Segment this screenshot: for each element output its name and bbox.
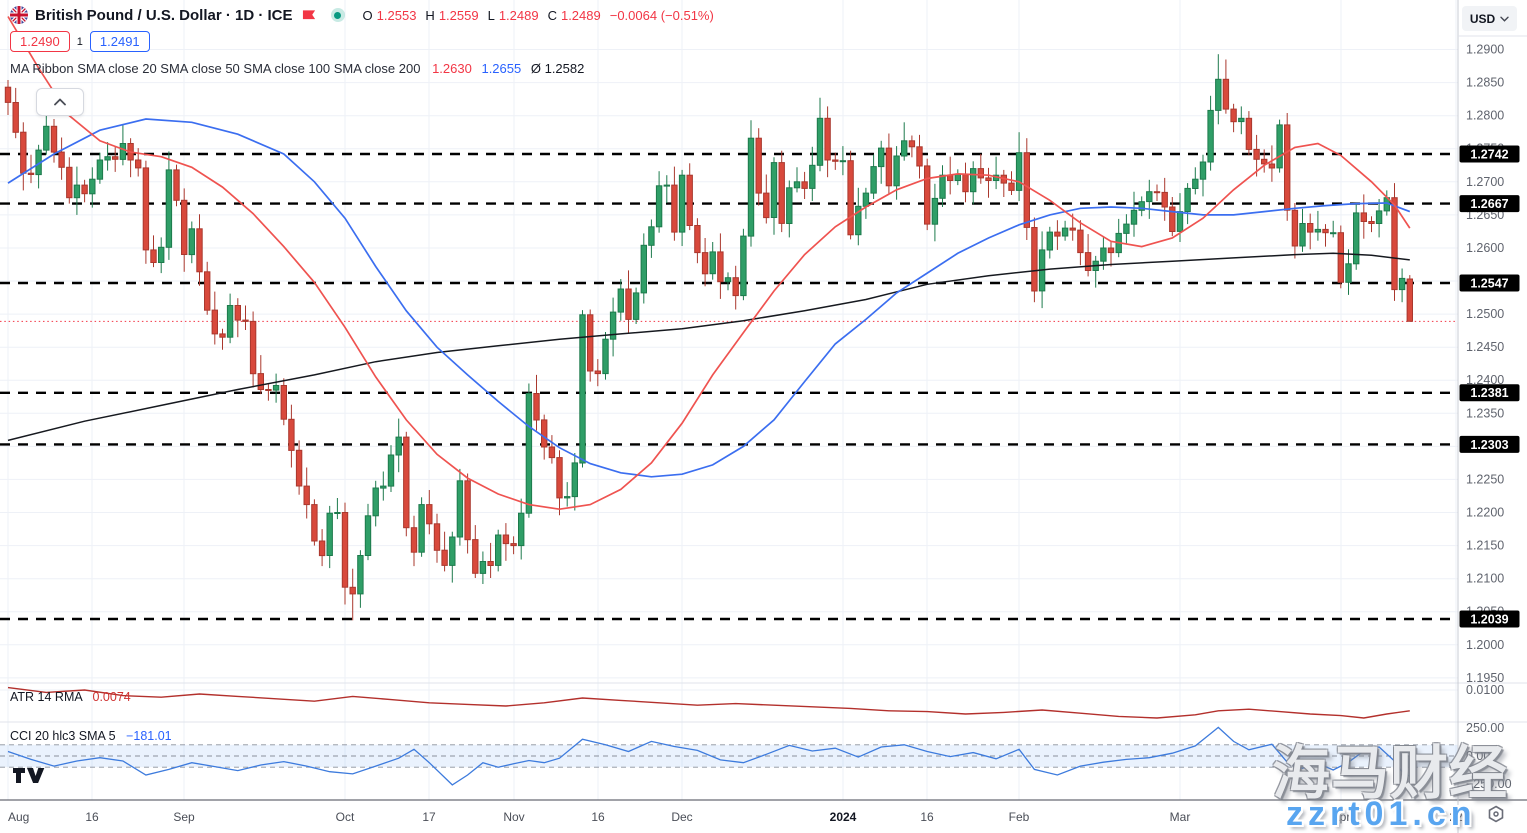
svg-text:1.2303: 1.2303 bbox=[1470, 438, 1508, 452]
cci-value: −181.01 bbox=[126, 729, 172, 743]
svg-text:Mar: Mar bbox=[1170, 810, 1191, 824]
close-label: C bbox=[547, 7, 557, 23]
high-label: H bbox=[425, 7, 435, 23]
cci-line bbox=[7, 726, 1411, 786]
svg-text:16: 16 bbox=[591, 810, 605, 824]
ma-fast-line bbox=[7, 16, 1411, 511]
close-value: 1.2489 bbox=[560, 7, 601, 23]
svg-text:1.2381: 1.2381 bbox=[1470, 386, 1508, 400]
svg-text:16: 16 bbox=[920, 810, 934, 824]
cci-label-text: CCI 20 hlc3 SMA 5 bbox=[10, 729, 116, 743]
svg-text:1.2850: 1.2850 bbox=[1466, 76, 1504, 90]
svg-text:1.1950: 1.1950 bbox=[1466, 671, 1504, 685]
svg-text:1.2250: 1.2250 bbox=[1466, 472, 1504, 486]
svg-text:−250.00: −250.00 bbox=[1466, 777, 1512, 791]
support-resistance-lines bbox=[0, 152, 1458, 621]
high-value: 1.2559 bbox=[438, 7, 479, 23]
cci-pane bbox=[0, 744, 1458, 768]
svg-text:1.2500: 1.2500 bbox=[1466, 307, 1504, 321]
chevron-down-icon bbox=[1500, 16, 1509, 22]
price-scale[interactable]: 0.0100 250.00 0.00 −250.00 bbox=[1457, 0, 1527, 833]
svg-text:1.2742: 1.2742 bbox=[1470, 147, 1508, 161]
ma-avg-value: Ø 1.2582 bbox=[530, 61, 585, 76]
svg-text:1.2350: 1.2350 bbox=[1466, 406, 1504, 420]
svg-text:Sep: Sep bbox=[173, 810, 195, 824]
low-label: L bbox=[487, 7, 495, 23]
open-label: O bbox=[362, 7, 373, 23]
svg-text:1.2900: 1.2900 bbox=[1466, 43, 1504, 57]
price-axis-labels: 1.19501.20001.20501.21001.21501.22001.22… bbox=[1466, 43, 1504, 685]
ma-ribbon-legend[interactable]: MA Ribbon SMA close 20 SMA close 50 SMA … bbox=[10, 61, 719, 76]
svg-text:1.2450: 1.2450 bbox=[1466, 340, 1504, 354]
svg-text:Dec: Dec bbox=[671, 810, 692, 824]
ma-fast-value: 1.2630 bbox=[432, 61, 472, 76]
svg-text:17: 17 bbox=[422, 810, 436, 824]
svg-text:Oct: Oct bbox=[336, 810, 355, 824]
atr-line bbox=[7, 686, 1410, 719]
svg-text:Aug: Aug bbox=[8, 810, 29, 824]
ma-avg-line bbox=[7, 252, 1410, 442]
low-value: 1.2489 bbox=[498, 7, 539, 23]
atr-legend[interactable]: ATR 14 RMA 0.0074 bbox=[10, 690, 131, 704]
svg-text:0.00: 0.00 bbox=[1466, 749, 1490, 763]
currency-dropdown[interactable]: USD bbox=[1462, 6, 1517, 31]
market-status-icon[interactable] bbox=[330, 8, 345, 22]
time-scale[interactable]: Aug 16 Sep Oct 17 Nov 16 Dec 2024 16 Feb Mar Apr 22 bbox=[8, 810, 1463, 824]
pane-separators bbox=[0, 682, 1527, 801]
svg-text:1.2150: 1.2150 bbox=[1466, 539, 1504, 553]
atr-label-text: ATR 14 RMA bbox=[10, 690, 83, 704]
legend-collapse-button[interactable] bbox=[36, 88, 84, 116]
svg-text:1.2700: 1.2700 bbox=[1466, 175, 1504, 189]
svg-text:250.00: 250.00 bbox=[1466, 721, 1504, 735]
svg-text:2024: 2024 bbox=[830, 810, 857, 824]
svg-text:1.2200: 1.2200 bbox=[1466, 506, 1504, 520]
price-level-badges: 1.2742 1.2667 1.2547 1.2381 1.2303 1.2039 bbox=[1459, 145, 1520, 628]
ma-mid-value: 1.2655 bbox=[481, 61, 522, 76]
svg-text:1.2039: 1.2039 bbox=[1470, 612, 1508, 626]
open-value: 1.2553 bbox=[376, 7, 417, 23]
candles-layer bbox=[4, 54, 1413, 621]
currency-label: USD bbox=[1469, 11, 1496, 26]
buy-button[interactable]: 1.2491 bbox=[89, 31, 150, 52]
svg-text:Apr: Apr bbox=[1332, 810, 1351, 824]
svg-text:1.2667: 1.2667 bbox=[1470, 197, 1508, 211]
svg-text:22: 22 bbox=[1449, 810, 1463, 824]
ohlc-readout: O 1.2553 H 1.2559 L 1.2489 C 1.2489 −0.0064 … bbox=[363, 8, 719, 23]
quote-buttons-row: 1.2490 1 1.2491 bbox=[10, 31, 719, 52]
ma-mid-line bbox=[7, 118, 1411, 478]
svg-text:1.2000: 1.2000 bbox=[1466, 638, 1504, 652]
symbol-title[interactable]: British Pound / U.S. Dollar · 1D · ICE bbox=[35, 6, 293, 24]
sell-button[interactable]: 1.2490 bbox=[10, 31, 70, 52]
cci-legend[interactable]: CCI 20 hlc3 SMA 5 −181.01 bbox=[10, 729, 172, 743]
svg-text:1.2800: 1.2800 bbox=[1466, 109, 1504, 123]
svg-text:1.2100: 1.2100 bbox=[1466, 572, 1504, 586]
atr-value: 0.0074 bbox=[92, 690, 131, 704]
svg-text:1.2400: 1.2400 bbox=[1466, 373, 1504, 387]
svg-text:Nov: Nov bbox=[503, 810, 524, 824]
gbp-flag-icon bbox=[10, 6, 28, 24]
tradingview-logo-icon[interactable] bbox=[12, 765, 48, 790]
site-watermark-url: zzrt01.cn bbox=[1286, 795, 1477, 833]
site-watermark-cjk: 海马财经 bbox=[1272, 741, 1509, 806]
symbol-row[interactable]: British Pound / U.S. Dollar · 1D · ICE O… bbox=[10, 6, 719, 24]
spread-value: 1 bbox=[76, 35, 83, 48]
svg-text:1.2600: 1.2600 bbox=[1466, 241, 1504, 255]
svg-text:Feb: Feb bbox=[1009, 810, 1030, 824]
change-value: −0.0064 (−0.51%) bbox=[609, 7, 714, 23]
ma-ribbon-label: MA Ribbon SMA close 20 SMA close 50 SMA … bbox=[10, 61, 421, 76]
symbol-legend: British Pound / U.S. Dollar · 1D · ICE O… bbox=[10, 6, 719, 76]
chevron-up-icon bbox=[54, 98, 66, 106]
svg-text:1.2547: 1.2547 bbox=[1470, 276, 1508, 290]
svg-text:16: 16 bbox=[85, 810, 99, 824]
flag-marker-icon[interactable] bbox=[302, 9, 317, 22]
svg-text:0.0100: 0.0100 bbox=[1466, 683, 1504, 697]
gear-icon[interactable] bbox=[1487, 805, 1505, 828]
